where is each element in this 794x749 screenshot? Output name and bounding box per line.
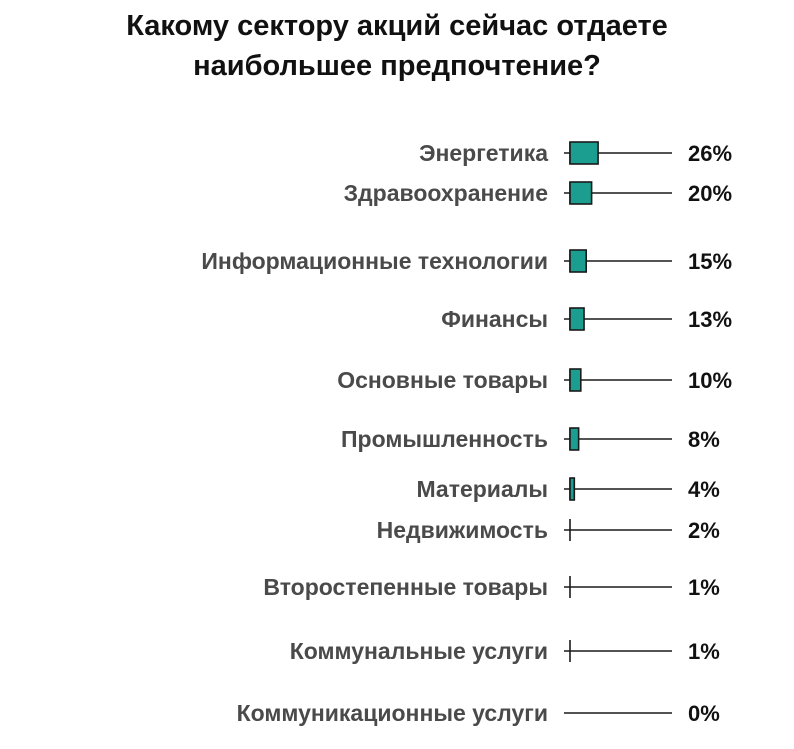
- chart-row: Промышленность 8%: [341, 426, 720, 452]
- value-label: 8%: [688, 427, 720, 452]
- value-label: 10%: [688, 368, 732, 393]
- category-label: Недвижимость: [377, 517, 548, 543]
- chart-row: Недвижимость 2%: [377, 517, 720, 543]
- value-label: 15%: [688, 249, 732, 274]
- chart-row: Здравоохранение 20%: [344, 180, 732, 206]
- chart-title: Какому сектору акций сейчас отдаете наиб…: [0, 6, 794, 86]
- category-label: Информационные технологии: [201, 248, 548, 274]
- category-label: Материалы: [416, 476, 548, 502]
- category-label: Энергетика: [419, 140, 548, 166]
- category-label: Коммуникационные услуги: [237, 700, 548, 726]
- bar: [569, 477, 576, 501]
- bar: [569, 368, 582, 392]
- value-label: 2%: [688, 518, 720, 543]
- value-label: 26%: [688, 141, 732, 166]
- bar: [569, 427, 580, 451]
- chart-row: Материалы 4%: [416, 476, 719, 502]
- bar: [569, 249, 588, 273]
- bar: [569, 307, 585, 331]
- chart-title-line-1: Какому сектору акций сейчас отдаете: [126, 10, 668, 42]
- value-label: 1%: [688, 639, 720, 664]
- value-label: 1%: [688, 575, 720, 600]
- category-label: Основные товары: [337, 367, 548, 393]
- chart-row: Коммуникационные услуги 0%: [237, 700, 720, 726]
- chart-row: Коммунальные услуги 1%: [290, 638, 720, 664]
- value-label: 4%: [688, 477, 720, 502]
- bar: [569, 181, 593, 205]
- value-label: 20%: [688, 181, 732, 206]
- chart-row: Информационные технологии 15%: [201, 248, 732, 274]
- chart-row: Основные товары 10%: [337, 367, 732, 393]
- chart-row: Финансы 13%: [441, 306, 732, 332]
- category-label: Второстепенные товары: [263, 574, 548, 600]
- category-label: Финансы: [441, 306, 548, 332]
- chart-row: Второстепенные товары 1%: [263, 574, 719, 600]
- category-label: Здравоохранение: [344, 180, 548, 206]
- category-label: Промышленность: [341, 426, 548, 452]
- chart-title-line-2: наибольшее предпочтение?: [193, 50, 601, 82]
- value-label: 13%: [688, 307, 732, 332]
- category-label: Коммунальные услуги: [290, 638, 548, 664]
- chart-row: Энергетика 26%: [419, 140, 732, 166]
- bar: [569, 141, 599, 165]
- value-label: 0%: [688, 701, 720, 726]
